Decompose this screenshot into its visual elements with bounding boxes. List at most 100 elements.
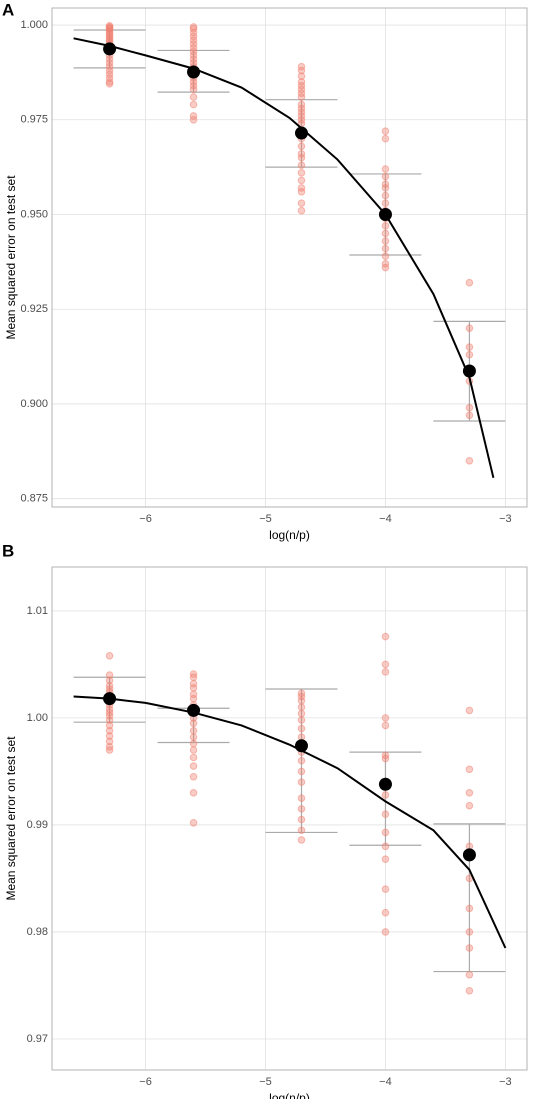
data-point (297, 187, 306, 196)
data-point (189, 719, 198, 728)
y-tick-label: 0.900 (20, 398, 48, 410)
mean-point (294, 739, 308, 753)
data-point (189, 753, 198, 762)
data-point (465, 350, 474, 359)
data-point (297, 709, 306, 718)
data-point (297, 169, 306, 177)
data-point (105, 78, 114, 86)
plot-background (52, 567, 527, 1070)
data-point (189, 789, 198, 797)
data-point (297, 794, 306, 802)
data-point (297, 767, 306, 776)
x-tick-label: −5 (259, 513, 272, 525)
data-point (189, 673, 198, 682)
data-point (381, 244, 390, 253)
data-point (465, 343, 474, 351)
data-point (297, 815, 306, 824)
data-point (105, 732, 114, 740)
data-point (105, 79, 114, 88)
data-point (189, 772, 198, 781)
data-point (465, 904, 474, 913)
mean-point (462, 364, 476, 378)
data-point (381, 721, 390, 730)
y-axis-title: Mean squared error on test set (4, 175, 18, 340)
data-point (297, 778, 306, 786)
data-point (381, 199, 390, 207)
data-point (297, 696, 306, 705)
data-point (189, 23, 198, 31)
data-point (189, 93, 198, 101)
data-point (297, 199, 306, 207)
data-point (297, 72, 306, 81)
data-point (297, 161, 306, 170)
data-point (189, 726, 198, 735)
mean-point (103, 42, 117, 56)
y-tick-label: 0.950 (20, 208, 48, 220)
data-point (465, 928, 474, 936)
data-point (465, 944, 474, 952)
data-point (105, 676, 114, 685)
data-point (381, 754, 390, 763)
data-point (381, 842, 390, 851)
mean-point (187, 703, 201, 717)
mean-point (462, 848, 476, 862)
data-point (465, 278, 474, 287)
x-tick-label: −5 (259, 1076, 272, 1088)
data-point (381, 660, 390, 669)
y-tick-label: 0.875 (20, 493, 48, 505)
data-point (297, 724, 306, 733)
x-tick-label: −3 (499, 513, 512, 525)
data-point (465, 411, 474, 420)
x-tick-label: −6 (139, 1076, 152, 1088)
y-axis-title: Mean squared error on test set (4, 736, 18, 901)
data-point (465, 706, 474, 715)
mean-point (378, 777, 392, 791)
data-point (189, 100, 198, 109)
plot-border (51, 7, 528, 508)
data-point (105, 746, 114, 754)
data-point (105, 652, 114, 660)
data-point (297, 826, 306, 835)
y-tick-label: 1.00 (27, 712, 48, 724)
data-point (381, 165, 390, 173)
data-point (105, 737, 114, 746)
data-point (381, 134, 390, 143)
data-point (189, 739, 198, 748)
data-point (381, 714, 390, 722)
data-point (381, 632, 390, 641)
data-point (381, 810, 390, 819)
data-point (381, 184, 390, 192)
data-point (189, 818, 198, 827)
data-point (189, 85, 198, 94)
data-point (381, 908, 390, 917)
data-point (381, 668, 390, 676)
data-point (381, 791, 390, 799)
panel-label: A (2, 0, 14, 19)
data-point (381, 237, 390, 245)
data-point (297, 716, 306, 724)
data-point (297, 66, 306, 75)
data-point (297, 142, 306, 151)
data-point (189, 762, 198, 770)
fit-curve (73, 37, 495, 479)
data-point (465, 324, 474, 332)
error-bar (265, 688, 338, 834)
data-point (189, 694, 198, 703)
data-point (297, 153, 306, 162)
data-point (297, 836, 306, 844)
data-point (465, 403, 474, 412)
y-tick-label: 0.925 (20, 303, 48, 315)
data-point (465, 987, 474, 995)
data-point (189, 684, 198, 692)
data-point (465, 801, 474, 810)
data-point (381, 172, 390, 181)
x-axis-title: log(n/p) (269, 528, 310, 542)
y-tick-label: 0.98 (27, 926, 48, 938)
fit-curve (73, 695, 507, 949)
x-tick-label: −4 (379, 1076, 392, 1088)
data-point (465, 789, 474, 797)
data-point (189, 733, 198, 741)
mean-point (378, 207, 392, 221)
y-tick-label: 0.975 (20, 114, 48, 126)
x-axis-title: log(n/p) (269, 1091, 310, 1099)
